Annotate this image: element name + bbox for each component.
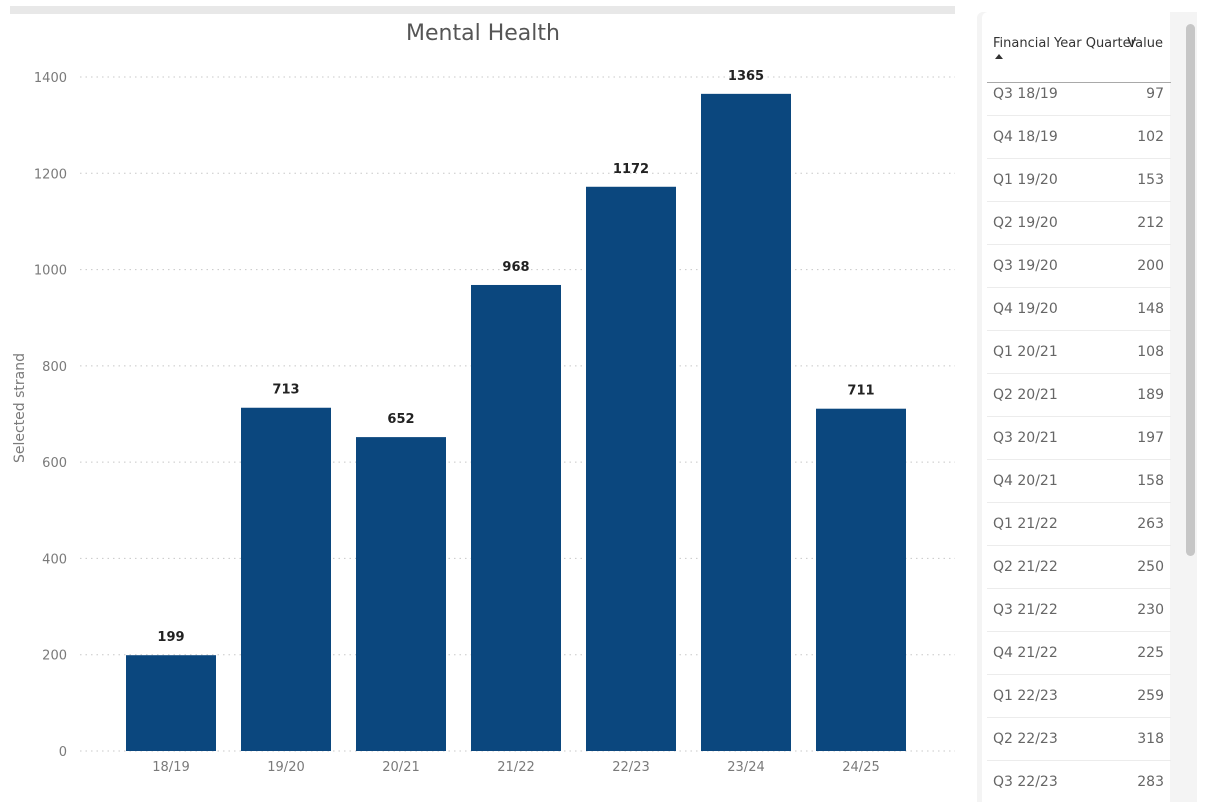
cell-quarter: Q1 21/22 xyxy=(993,516,1058,532)
cell-quarter: Q3 20/21 xyxy=(993,430,1058,446)
cell-value: 189 xyxy=(1137,387,1164,403)
cell-value: 318 xyxy=(1137,731,1164,747)
table-visual[interactable]: Financial Year Quarter Value Q3 18/19 97 Q… xyxy=(977,12,1197,802)
cell-value: 200 xyxy=(1137,258,1164,274)
y-axis-title: Selected strand xyxy=(12,353,28,463)
table-row[interactable]: Q2 19/20 212 xyxy=(987,202,1171,245)
table-rows: Q3 18/19 97 Q4 18/19 102 Q1 19/20 153 Q2 19/20… xyxy=(987,73,1171,802)
table-row[interactable]: Q3 18/19 97 xyxy=(987,73,1171,116)
x-tick-label: 18/19 xyxy=(152,760,189,775)
cell-quarter: Q4 21/22 xyxy=(993,645,1058,661)
bar-23-24[interactable] xyxy=(701,93,791,752)
bar-19-20[interactable] xyxy=(241,407,331,751)
y-tick-label: 1000 xyxy=(34,264,67,279)
table-row[interactable]: Q2 22/23 318 xyxy=(987,718,1171,761)
x-tick-label: 20/21 xyxy=(382,760,419,775)
data-label: 652 xyxy=(387,412,414,427)
cell-quarter: Q1 20/21 xyxy=(993,344,1058,360)
table-row[interactable]: Q4 20/21 158 xyxy=(987,460,1171,503)
cell-value: 259 xyxy=(1137,688,1164,704)
cell-quarter: Q3 22/23 xyxy=(993,774,1058,790)
y-tick-label: 600 xyxy=(42,456,67,471)
cell-quarter: Q4 18/19 xyxy=(993,129,1058,145)
bar-18-19[interactable] xyxy=(126,655,216,751)
cell-value: 263 xyxy=(1137,516,1164,532)
bar-21-22[interactable] xyxy=(471,284,561,751)
cell-value: 250 xyxy=(1137,559,1164,575)
data-label: 713 xyxy=(272,383,299,398)
cell-quarter: Q4 19/20 xyxy=(993,301,1058,317)
table-scrollbar-thumb[interactable] xyxy=(1186,24,1195,556)
table-row[interactable]: Q1 21/22 263 xyxy=(987,503,1171,546)
table-header-row: Financial Year Quarter Value xyxy=(987,34,1171,83)
cell-value: 153 xyxy=(1137,172,1164,188)
cell-value: 225 xyxy=(1137,645,1164,661)
table-row[interactable]: Q4 18/19 102 xyxy=(987,116,1171,159)
y-tick-label: 200 xyxy=(42,649,67,664)
bar-chart: 0 200 400 600 800 1000 1200 1400 199 18/19 713 19/… xyxy=(12,21,955,775)
table-row[interactable]: Q1 20/21 108 xyxy=(987,331,1171,374)
cell-quarter: Q1 19/20 xyxy=(993,172,1058,188)
x-tick-label: 22/23 xyxy=(612,760,649,775)
cell-quarter: Q3 18/19 xyxy=(993,86,1058,102)
y-tick-label: 1200 xyxy=(34,167,67,182)
y-tick-label: 0 xyxy=(59,745,67,760)
cell-quarter: Q3 21/22 xyxy=(993,602,1058,618)
table-row[interactable]: Q3 21/22 230 xyxy=(987,589,1171,632)
cell-quarter: Q2 21/22 xyxy=(993,559,1058,575)
bar-20-21[interactable] xyxy=(356,437,446,751)
table-row[interactable]: Q3 20/21 197 xyxy=(987,417,1171,460)
sort-ascending-icon[interactable] xyxy=(995,54,1003,59)
data-label: 1172 xyxy=(613,162,649,177)
cell-quarter: Q2 19/20 xyxy=(993,215,1058,231)
data-label: 968 xyxy=(502,260,529,275)
cell-value: 230 xyxy=(1137,602,1164,618)
table-row[interactable]: Q2 20/21 189 xyxy=(987,374,1171,417)
cell-quarter: Q1 22/23 xyxy=(993,688,1058,704)
cell-value: 148 xyxy=(1137,301,1164,317)
y-tick-label: 400 xyxy=(42,552,67,567)
bar-24-25[interactable] xyxy=(816,408,906,751)
x-tick-label: 21/22 xyxy=(497,760,534,775)
x-tick-label: 24/25 xyxy=(842,760,879,775)
column-header-quarter[interactable]: Financial Year Quarter xyxy=(993,36,1136,51)
cell-quarter: Q2 22/23 xyxy=(993,731,1058,747)
cell-quarter: Q2 20/21 xyxy=(993,387,1058,403)
cell-quarter: Q4 20/21 xyxy=(993,473,1058,489)
visual-header-strip xyxy=(10,6,955,14)
data-label: 199 xyxy=(157,630,184,645)
table-row[interactable]: Q3 19/20 200 xyxy=(987,245,1171,288)
cell-value: 283 xyxy=(1137,774,1164,790)
x-tick-label: 19/20 xyxy=(267,760,304,775)
table-row[interactable]: Q3 22/23 283 xyxy=(987,761,1171,802)
data-label: 1365 xyxy=(728,69,764,84)
cell-value: 102 xyxy=(1137,129,1164,145)
cell-quarter: Q3 19/20 xyxy=(993,258,1058,274)
y-tick-label: 800 xyxy=(42,360,67,375)
table-body-area: Financial Year Quarter Value Q3 18/19 97 Q… xyxy=(982,12,1171,802)
table-row[interactable]: Q4 19/20 148 xyxy=(987,288,1171,331)
x-tick-label: 23/24 xyxy=(727,760,764,775)
column-header-value[interactable]: Value xyxy=(1127,36,1163,51)
cell-value: 97 xyxy=(1146,86,1164,102)
cell-value: 197 xyxy=(1137,430,1164,446)
cell-value: 212 xyxy=(1137,215,1164,231)
table-row[interactable]: Q1 19/20 153 xyxy=(987,159,1171,202)
data-label: 711 xyxy=(847,384,874,399)
cell-value: 108 xyxy=(1137,344,1164,360)
chart-title: Mental Health xyxy=(406,21,560,46)
bar-chart-visual[interactable]: 0 200 400 600 800 1000 1200 1400 199 18/19 713 19/… xyxy=(0,0,965,802)
table-row[interactable]: Q2 21/22 250 xyxy=(987,546,1171,589)
bar-22-23[interactable] xyxy=(586,186,676,751)
cell-value: 158 xyxy=(1137,473,1164,489)
table-row[interactable]: Q4 21/22 225 xyxy=(987,632,1171,675)
y-tick-label: 1400 xyxy=(34,71,67,86)
table-row[interactable]: Q1 22/23 259 xyxy=(987,675,1171,718)
